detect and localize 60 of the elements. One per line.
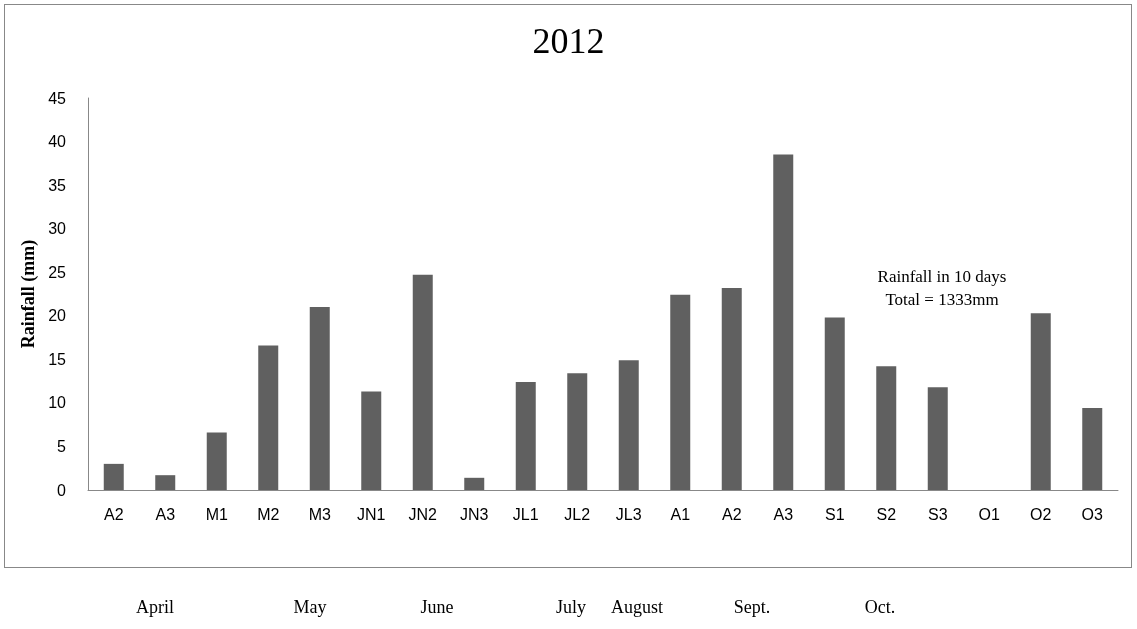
x-tick-label: JL2 [564, 505, 591, 523]
bar [618, 360, 639, 490]
y-tick-label: 45 [48, 89, 67, 107]
x-tick-label: M3 [308, 505, 331, 523]
x-tick-label: M2 [257, 505, 280, 523]
x-tick-label: JN1 [357, 505, 386, 523]
bar [773, 154, 794, 490]
bar [258, 345, 279, 490]
y-tick-label: 35 [48, 176, 67, 194]
x-tick-label: S2 [876, 505, 897, 523]
x-tick-label: JN3 [460, 505, 489, 523]
x-tick-label: M1 [205, 505, 228, 523]
annotation: Total = 1333mm [885, 290, 999, 309]
bar [927, 387, 948, 490]
x-tick-label: S1 [824, 505, 845, 523]
bar [515, 381, 536, 490]
bar [1030, 313, 1051, 490]
x-tick-label: A2 [103, 505, 124, 523]
x-tick-label: O2 [1030, 505, 1052, 523]
bar [670, 294, 691, 490]
text: May [293, 597, 327, 617]
y-tick-label: 25 [48, 263, 67, 281]
y-axis-title: Rainfall (mm) [18, 239, 40, 349]
text: April [136, 597, 174, 617]
bar [155, 475, 176, 490]
bar [309, 307, 330, 490]
text: Sept. [733, 597, 771, 617]
x-tick-label: JL1 [512, 505, 539, 523]
text: August [610, 597, 664, 617]
x-tick-label: JL3 [615, 505, 642, 523]
y-tick-label: 10 [48, 394, 67, 412]
x-tick-label: JN2 [408, 505, 438, 523]
text: June [420, 597, 454, 617]
bar [103, 463, 124, 490]
x-tick-label: A3 [155, 505, 176, 523]
text: Oct. [864, 597, 896, 617]
y-tick-label: 0 [57, 481, 67, 499]
annotation: Rainfall in 10 days [877, 267, 1007, 286]
y-tick-label: 15 [48, 350, 67, 368]
chart-title: 2012 [532, 21, 605, 61]
text: July [555, 597, 587, 617]
x-tick-label: O1 [978, 505, 1001, 523]
bar [824, 317, 845, 490]
y-tick-label: 30 [48, 220, 67, 238]
bar [412, 274, 433, 490]
y-tick-label: 20 [48, 307, 67, 325]
x-tick-label: A2 [721, 505, 742, 523]
bar [1082, 408, 1103, 490]
x-tick-label: S3 [927, 505, 948, 523]
bar [567, 373, 588, 490]
x-tick-label: A1 [670, 505, 691, 523]
bar [464, 477, 485, 490]
y-tick-label: 40 [48, 133, 67, 151]
bar [876, 366, 897, 490]
bar [206, 432, 227, 490]
x-tick-label: O3 [1081, 505, 1104, 523]
y-tick-label: 5 [57, 437, 67, 455]
x-tick-label: A3 [773, 505, 794, 523]
bar [361, 391, 382, 490]
bar [721, 287, 742, 490]
